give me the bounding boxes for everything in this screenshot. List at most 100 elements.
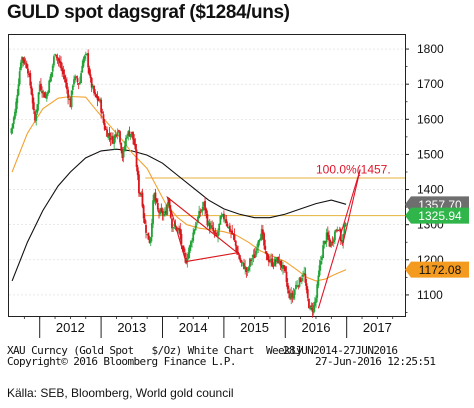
candle-up (113, 137, 116, 144)
candle-up (130, 131, 133, 135)
candle-down (32, 102, 35, 111)
candle-up (325, 232, 328, 243)
candle-down (28, 73, 31, 75)
candle-up (246, 269, 249, 272)
candle-up (81, 65, 84, 73)
candle-down (56, 57, 59, 59)
candle-down (264, 245, 267, 250)
candle-down (287, 290, 290, 294)
candle-up (249, 258, 251, 267)
candle-up (197, 216, 199, 223)
candle-down (265, 251, 268, 255)
candle-down (64, 79, 67, 83)
candle-up (241, 262, 244, 264)
candle-down (239, 258, 242, 262)
candle-up (127, 131, 130, 136)
candle-down (311, 307, 314, 312)
candle-down (234, 240, 237, 246)
candle-up (51, 65, 54, 72)
candle-down (225, 219, 228, 224)
candle-up (202, 202, 205, 207)
candle-down (274, 260, 277, 262)
candle-up (146, 234, 149, 236)
candle-down (156, 203, 159, 210)
candle-up (323, 240, 326, 245)
candle-up (257, 241, 260, 248)
candle-up (251, 258, 254, 260)
candle-up (334, 231, 336, 241)
candle-down (306, 289, 309, 298)
candle-down (213, 231, 216, 233)
candle-down (23, 59, 26, 64)
candle-up (313, 301, 316, 306)
source-note: Källa: SEB, Bloomberg, World gold counci… (7, 386, 234, 400)
candle-down (55, 54, 58, 57)
x-tick-label: 2016 (302, 320, 331, 335)
candle-down (280, 264, 283, 268)
y-tick-label: 1100 (417, 288, 443, 302)
candle-up (70, 90, 73, 108)
candle-up (73, 79, 75, 85)
candle-up (129, 134, 132, 138)
candle-down (66, 82, 68, 90)
candle-up (278, 259, 281, 264)
candle-down (266, 253, 269, 261)
candle-up (218, 223, 221, 231)
candle-down (331, 241, 334, 243)
candle-up (123, 145, 126, 150)
candle-up (19, 62, 22, 71)
x-tick-label: 2014 (179, 320, 208, 335)
candle-down (284, 266, 287, 272)
candle-down (29, 73, 32, 86)
candle-up (189, 241, 192, 247)
candle-down (181, 245, 184, 249)
candle-down (25, 63, 28, 69)
candle-down (205, 208, 208, 214)
candle-down (337, 230, 340, 232)
candle-up (342, 234, 345, 243)
candle-down (31, 93, 34, 104)
candle-down (329, 240, 332, 247)
candle-down (58, 60, 61, 64)
candle-down (179, 228, 182, 236)
candle-down (77, 83, 80, 85)
candle-up (321, 257, 323, 261)
candle-down (138, 174, 140, 194)
candle-up (173, 224, 176, 226)
candle-down (132, 131, 134, 140)
candle-down (96, 96, 99, 101)
candle-down (119, 131, 121, 143)
candle-down (76, 78, 79, 82)
x-tick-label: 2015 (240, 320, 269, 335)
candle-down (94, 92, 97, 95)
candle-down (148, 239, 151, 243)
candle-up (48, 80, 51, 93)
candle-up (176, 228, 179, 231)
x-axis: 2012 2013 2014 2015 2016 2017 (23, 316, 394, 338)
candle-down (299, 278, 302, 282)
candle-up (116, 131, 119, 136)
candle-up (332, 239, 335, 243)
candle-down (155, 199, 158, 203)
candle-down (62, 69, 65, 75)
candle-up (35, 113, 38, 121)
footer-date: 27-Jun-2016 12:25:51 (315, 355, 436, 368)
trend-line (341, 169, 361, 246)
candle-down (238, 254, 241, 259)
candle-down (95, 94, 98, 98)
candle-up (68, 98, 71, 100)
candle-up (83, 56, 86, 59)
candle-down (136, 167, 139, 176)
candle-up (163, 211, 166, 213)
candle-down (57, 58, 60, 61)
candle-down (180, 233, 183, 245)
candle-up (78, 82, 81, 85)
candle-down (135, 149, 138, 167)
candle-down (154, 192, 157, 201)
candle-down (291, 292, 294, 298)
candle-down (120, 142, 123, 151)
candle-down (305, 283, 308, 290)
chart-title: GULD spot dagsgraf ($1284/uns) (7, 2, 290, 23)
candle-down (286, 282, 289, 290)
candle-up (207, 222, 210, 226)
